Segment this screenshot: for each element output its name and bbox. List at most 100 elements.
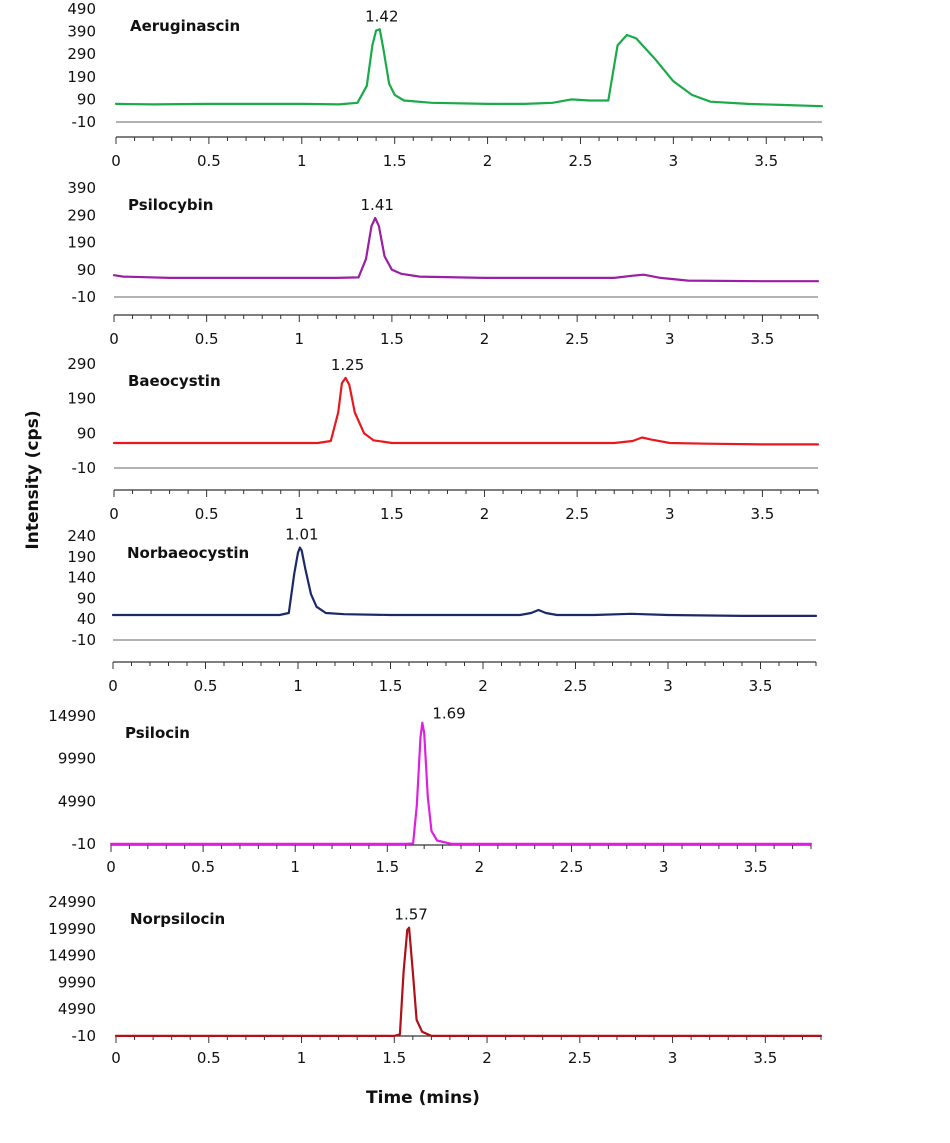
series-line-baeocystin [112,376,820,446]
compound-name: Aeruginascin [130,17,240,35]
y-tick-label: 390 [67,179,96,197]
x-tick-label: 0 [111,1049,121,1067]
x-tick-label: 0.5 [195,330,219,348]
x-tick-label: 0 [108,677,118,695]
x-tick-label: 0.5 [197,152,221,170]
y-tick-label: 9990 [58,750,96,768]
y-tick-label: 40 [77,610,96,628]
x-tick-label: 2 [480,330,490,348]
y-tick-label: -10 [72,288,97,306]
x-tick-label: 2.5 [560,858,584,876]
compound-name: Psilocin [125,724,190,742]
compound-name: Baeocystin [128,372,221,390]
y-tick-label: 4990 [58,1000,96,1018]
panel-norpsilocin: 0 0.5 1 1.5 2 2.5 3 3.5 24990 19990 14990 9990 4990 -… [48,893,823,1067]
y-tick-label: 390 [67,23,96,41]
y-tick-label: 90 [77,261,96,279]
x-tick-label: 2.5 [569,152,593,170]
x-tick-label: 3 [663,677,673,695]
panel-aeruginascin: 0 0.5 1 1.5 2 2.5 3 3.5 490 390 290 190 90 -10 Aerugin… [67,0,824,170]
y-tick-label: 290 [67,206,96,224]
x-tick-label: 0 [111,152,121,170]
y-tick-label: 140 [67,569,96,587]
x-tick-label: 1 [293,677,303,695]
x-tick-label: 2 [480,505,490,523]
x-tick-label: 1.5 [380,505,404,523]
y-tick-label: 190 [67,68,96,86]
x-tick-label: 3 [665,330,675,348]
peak-retention-label: 1.42 [365,7,398,25]
panel-baeocystin: 0 0.5 1 1.5 2 2.5 3 3.5 290 190 90 -10 Baeocystin 1.2… [67,355,820,523]
x-tick-label: 1 [290,858,300,876]
peak-retention-label: 1.25 [331,356,364,374]
panel-psilocybin: 0 0.5 1 1.5 2 2.5 3 3.5 390 290 190 90 -10 Psilocybin… [67,179,820,348]
y-tick-label: 9990 [58,973,96,991]
x-tick-label: 1.5 [380,330,404,348]
x-tick-label: 2 [483,152,493,170]
y-axis-title: Intensity (cps) [23,410,43,549]
chart-panels: 0 0.5 1 1.5 2 2.5 3 3.549039029019090-10Aerugin… [48,0,824,1067]
x-tick-label: 3.5 [750,330,774,348]
y-tick-label: 4990 [58,792,96,810]
x-axis-title: Time (mins) [366,1088,480,1108]
peak-retention-label: 1.57 [394,906,427,924]
x-tick-label: 3.5 [750,505,774,523]
x-tick-label: 3 [659,858,669,876]
series-line-norbaeocystin [111,546,818,618]
peak-retention-label: 1.01 [285,526,318,544]
panel-norbaeocystin: 0 0.5 1 1.5 2 2.5 3 3.5 240 190 140 90 40 -10 Norbaeoc… [67,526,818,695]
y-tick-label: 14990 [48,947,96,965]
x-tick-label: 0.5 [197,1049,221,1067]
x-tick-label: 2 [475,858,485,876]
compound-name: Psilocybin [128,196,213,214]
y-tick-label: 90 [77,90,96,108]
y-tick-label: 240 [67,527,96,545]
y-tick-label: 14990 [48,707,96,725]
series-line-norpsilocin [114,926,823,1038]
series-line-psilocin [109,721,813,846]
x-tick-label: 3.5 [753,1049,777,1067]
x-tick-label: 0.5 [194,677,218,695]
y-tick-label: -10 [72,1027,97,1045]
x-tick-label: 1 [297,152,307,170]
x-tick-label: 1 [294,330,304,348]
compound-name: Norbaeocystin [127,544,249,562]
x-tick-label: 0 [109,505,119,523]
x-tick-label: 2 [482,1049,492,1067]
y-tick-label: 19990 [48,920,96,938]
x-tick-label: 3.5 [754,152,778,170]
x-tick-label: 2.5 [565,505,589,523]
y-tick-label: 190 [67,234,96,252]
y-tick-label: 290 [67,45,96,63]
x-tick-label: 1 [294,505,304,523]
compound-name: Norpsilocin [130,910,225,928]
x-tick-label: 2.5 [565,330,589,348]
x-tick-label: 3.5 [749,677,773,695]
x-tick-label: 0.5 [195,505,219,523]
x-tick-label: 1.5 [382,1049,406,1067]
x-tick-label: 3 [668,1049,678,1067]
y-tick-label: 490 [67,0,96,18]
panel-psilocin: 0 0.5 1 1.5 2 2.5 3 3.5 14990 9990 4990 -10 Psilocin… [48,705,813,876]
y-tick-label: 90 [77,424,96,442]
x-tick-label: 1 [297,1049,307,1067]
x-tick-label: 3 [669,152,679,170]
y-tick-label: -10 [72,631,97,649]
x-tick-label: 3 [665,505,675,523]
y-tick-label: 190 [67,548,96,566]
x-tick-label: 0 [109,330,119,348]
y-tick-label: 24990 [48,893,96,911]
x-tick-label: 2.5 [564,677,588,695]
series-line-psilocybin [112,216,820,283]
peak-retention-label: 1.41 [361,196,394,214]
y-tick-label: -10 [72,113,97,131]
series-line-aeruginascin [114,28,824,108]
x-tick-label: 0 [106,858,116,876]
x-tick-label: 1.5 [375,858,399,876]
x-tick-label: 0.5 [191,858,215,876]
x-tick-label: 2 [478,677,488,695]
x-tick-label: 2.5 [568,1049,592,1067]
x-tick-label: 3.5 [744,858,768,876]
y-tick-label: 90 [77,589,96,607]
